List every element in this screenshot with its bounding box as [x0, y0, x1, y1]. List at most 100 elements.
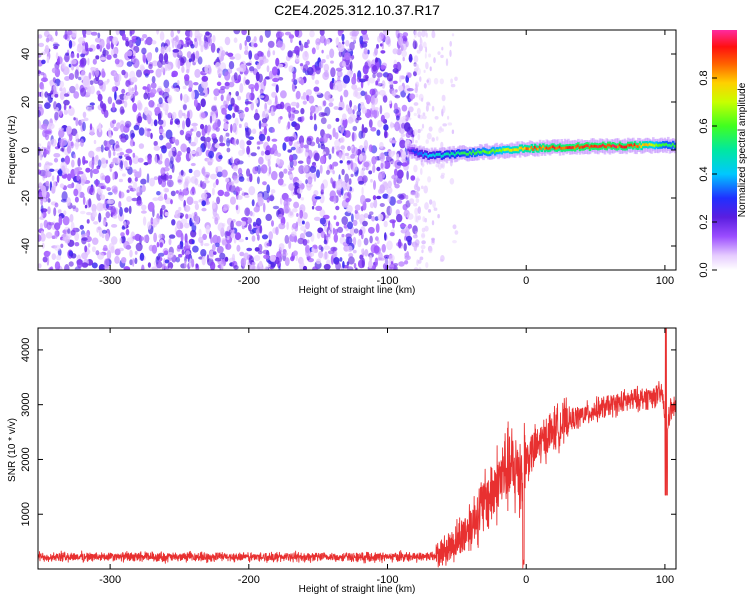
spectrogram-cell — [76, 52, 80, 59]
spectrogram-cell — [248, 186, 256, 196]
spectrogram-cell — [349, 186, 353, 192]
spectrogram-cell — [86, 47, 93, 52]
spectrogram-cell — [404, 260, 409, 265]
spectrogram-cell — [341, 233, 345, 238]
x-tick-label: -300 — [99, 275, 121, 287]
spectrogram-cell — [211, 133, 217, 139]
spectrogram-cell — [64, 155, 71, 165]
spectrogram-cell — [289, 173, 294, 178]
spectrogram-cell — [137, 115, 143, 124]
spectrogram-cell — [165, 129, 173, 140]
spectrogram-cell — [332, 161, 339, 167]
spectrogram-cell — [242, 147, 246, 155]
spectrogram-cell — [346, 205, 353, 213]
spectrogram-cell — [235, 204, 239, 211]
spectrogram-cell — [322, 214, 330, 220]
spectrogram-cell — [89, 80, 94, 85]
spectrogram-cell — [292, 159, 298, 167]
spectrogram-cell — [140, 236, 144, 241]
spectrogram-cell — [80, 53, 86, 58]
spectrogram-cell — [170, 147, 176, 152]
spectrogram-cell — [335, 37, 339, 46]
signal-core — [625, 145, 628, 149]
spectrogram-cell — [379, 184, 386, 194]
spectrogram-cell — [71, 205, 77, 209]
spectrogram-cell — [272, 128, 275, 133]
spectrogram-cell — [190, 150, 196, 155]
spectrogram-cell — [45, 232, 53, 239]
spectrogram-cell — [420, 244, 426, 250]
spectrogram-cell — [75, 83, 79, 91]
spectrogram-cell — [438, 127, 442, 134]
spectrogram-cell — [82, 111, 87, 119]
signal-core — [663, 143, 667, 147]
spectrogram-cell — [53, 101, 57, 110]
spectrogram-cell — [159, 110, 163, 119]
spectrogram-cell — [398, 85, 404, 92]
spectrogram-cell — [116, 122, 122, 129]
spectrogram-cell — [232, 112, 236, 119]
spectrogram-cell — [268, 70, 273, 80]
spectrogram-cell — [425, 61, 429, 70]
spectrogram-cell — [363, 213, 369, 219]
spectrogram-cell — [148, 69, 154, 74]
spectrogram-cell — [426, 101, 431, 106]
spectrogram-cell — [364, 249, 369, 257]
spectrogram-cell — [166, 179, 174, 188]
spectrogram-cell — [209, 261, 216, 270]
x-tick-label: 0 — [523, 275, 529, 287]
spectrogram-cell — [257, 234, 260, 241]
spectrogram-cell — [193, 169, 201, 178]
spectrogram-cell — [214, 242, 220, 248]
spectrogram-cell — [391, 174, 398, 180]
spectrogram-cell — [132, 235, 140, 240]
spectrogram-cell — [293, 201, 300, 209]
spectrogram-cell — [305, 60, 310, 66]
spectrogram-cell — [96, 202, 103, 212]
snr-marks — [38, 328, 676, 569]
signal-core — [452, 152, 455, 156]
spectrogram-cell — [321, 151, 327, 155]
signal-core — [652, 143, 655, 147]
spectrogram-cell — [78, 64, 85, 68]
spectrogram-cell — [38, 162, 42, 168]
spectrogram-cell — [63, 104, 67, 111]
spectrogram-cell — [54, 230, 58, 239]
spectrogram-cell — [266, 184, 271, 194]
spectrogram-cell — [164, 157, 170, 168]
spectrogram-cell — [67, 173, 72, 181]
spectrogram-cell — [413, 244, 417, 252]
spectrogram-cell — [381, 80, 386, 89]
spectrogram-cell — [53, 207, 57, 217]
spectrogram-cell — [151, 244, 158, 254]
spectrogram-cell — [296, 213, 299, 217]
spectrogram-cell — [126, 165, 130, 170]
spectrogram-cell — [248, 136, 255, 140]
spectrogram-cell — [344, 130, 351, 138]
spectrogram-cell — [328, 153, 332, 160]
spectrogram-cell — [375, 91, 380, 95]
spectrogram-cell — [47, 198, 51, 203]
spectrogram-cell — [53, 158, 59, 163]
spectrogram-cell — [225, 114, 232, 120]
spectrogram-cell — [244, 101, 252, 105]
spectrogram-cell — [218, 155, 223, 160]
spectrogram-cell — [96, 187, 102, 194]
spectrogram-cell — [207, 141, 211, 150]
spectrogram-cell — [193, 82, 199, 86]
spectrogram-cell — [121, 257, 127, 264]
spectrogram-cell — [286, 221, 289, 230]
spectrogram-cell — [335, 261, 341, 270]
spectrogram-cell — [80, 57, 87, 67]
spectrogram-cell — [158, 97, 163, 105]
spectrogram-cell — [194, 38, 197, 42]
spectrogram-cell — [119, 206, 123, 217]
signal-core — [673, 144, 676, 148]
spectrogram-cell — [154, 106, 161, 115]
spectrogram-cell — [110, 246, 115, 254]
spectrogram-cell — [167, 262, 174, 270]
spectrogram-cell — [259, 225, 263, 234]
spectrogram-cell — [334, 132, 339, 140]
spectrogram-cell — [239, 112, 245, 119]
